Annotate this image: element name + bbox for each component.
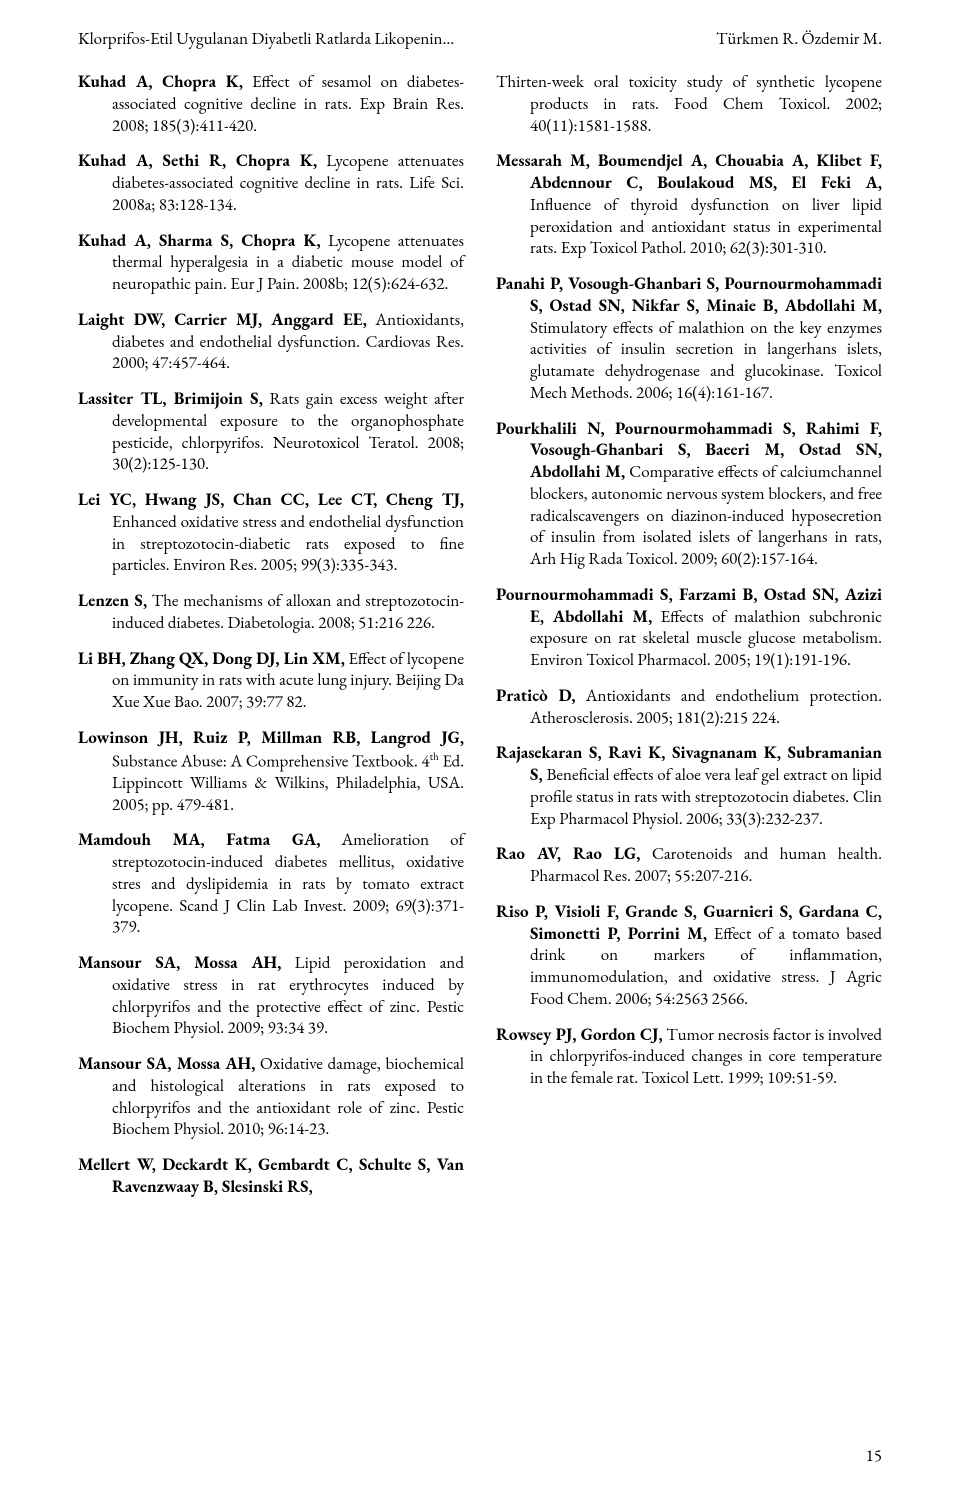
reference-entry: Rao AV, Rao LG, Carotenoids and human he…: [496, 844, 882, 888]
reference-entry: Rowsey PJ, Gordon CJ, Tumor necrosis fac…: [496, 1025, 882, 1090]
reference-entry: Mansour SA, Mossa AH, Oxidative damage, …: [78, 1054, 464, 1141]
reference-text: Thirten-week oral toxicity study of synt…: [496, 71, 882, 137]
reference-entry: Lei YC, Hwang JS, Chan CC, Lee CT, Cheng…: [78, 490, 464, 577]
reference-authors: Lassiter TL, Brimijoin S,: [78, 388, 263, 410]
reference-entry: Thirten-week oral toxicity study of synt…: [496, 72, 882, 137]
reference-entry: Lassiter TL, Brimijoin S, Rats gain exce…: [78, 389, 464, 476]
reference-authors: Mamdouh MA, Fatma GA,: [78, 829, 321, 851]
page-header: Klorprifos-Etil Uygulanan Diyabetli Ratl…: [78, 28, 882, 50]
reference-authors: Praticò D,: [496, 685, 575, 707]
reference-entry: Pournourmohammadi S, Farzami B, Ostad SN…: [496, 585, 882, 672]
reference-entry: Panahi P, Vosough-Ghanbari S, Pournourmo…: [496, 274, 882, 405]
reference-entry: Kuhad A, Chopra K, Effect of sesamol on …: [78, 72, 464, 137]
reference-entry: Kuhad A, Sethi R, Chopra K, Lycopene att…: [78, 151, 464, 216]
reference-authors: Li BH, Zhang QX, Dong DJ, Lin XM,: [78, 648, 345, 670]
reference-authors: Kuhad A, Chopra K,: [78, 71, 243, 93]
page-number: 15: [866, 1445, 882, 1467]
reference-authors: Kuhad A, Sharma S, Chopra K,: [78, 230, 321, 252]
reference-authors: Lowinson JH, Ruiz P, Millman RB, Langrod…: [78, 727, 464, 749]
reference-entry: Laight DW, Carrier MJ, Anggard EE, Antio…: [78, 310, 464, 375]
references-left-column: Kuhad A, Chopra K, Effect of sesamol on …: [78, 72, 464, 1213]
reference-entry: Praticò D, Antioxidants and endothelium …: [496, 686, 882, 730]
reference-authors: Lei YC, Hwang JS, Chan CC, Lee CT, Cheng…: [78, 489, 464, 511]
reference-entry: Lowinson JH, Ruiz P, Millman RB, Langrod…: [78, 728, 464, 817]
header-right: Türkmen R. Özdemir M.: [716, 28, 882, 50]
reference-entry: Rajasekaran S, Ravi K, Sivagnanam K, Sub…: [496, 743, 882, 830]
reference-entry: Mamdouh MA, Fatma GA, Amelioration of st…: [78, 830, 464, 939]
reference-text: Influence of thyroid dysfunction on live…: [530, 194, 882, 260]
reference-entry: Pourkhalili N, Pournourmohammadi S, Rahi…: [496, 419, 882, 571]
reference-entry: Kuhad A, Sharma S, Chopra K, Lycopene at…: [78, 231, 464, 296]
reference-authors: Rao AV, Rao LG,: [496, 843, 640, 865]
reference-entry: Mansour SA, Mossa AH, Lipid peroxidation…: [78, 953, 464, 1040]
reference-entry: Riso P, Visioli F, Grande S, Guarnieri S…: [496, 902, 882, 1011]
reference-authors: Mellert W, Deckardt K, Gembardt C, Schul…: [78, 1154, 464, 1198]
reference-authors: Rowsey PJ, Gordon CJ,: [496, 1024, 663, 1046]
reference-authors: Mansour SA, Mossa AH,: [78, 1053, 255, 1075]
header-left: Klorprifos-Etil Uygulanan Diyabetli Ratl…: [78, 28, 454, 50]
reference-authors: Kuhad A, Sethi R, Chopra K,: [78, 150, 317, 172]
reference-authors: Panahi P, Vosough-Ghanbari S, Pournourmo…: [496, 273, 882, 317]
reference-text: Enhanced oxidative stress and endothelia…: [112, 511, 464, 577]
reference-text: Stimulatory effects of malathion on the …: [530, 317, 882, 404]
reference-text: Beneficial effects of aloe vera leaf gel…: [530, 764, 882, 830]
references-right-column: Thirten-week oral toxicity study of synt…: [496, 72, 882, 1213]
reference-text: Antioxidants and endothelium protection.…: [530, 685, 882, 729]
reference-entry: Mellert W, Deckardt K, Gembardt C, Schul…: [78, 1155, 464, 1199]
superscript: th: [430, 750, 439, 764]
reference-authors: Mansour SA, Mossa AH,: [78, 952, 281, 974]
references-columns: Kuhad A, Chopra K, Effect of sesamol on …: [78, 72, 882, 1213]
reference-text: Substance Abuse: A Comprehensive Textboo…: [112, 750, 430, 772]
reference-entry: Lenzen S, The mechanisms of alloxan and …: [78, 591, 464, 635]
reference-entry: Li BH, Zhang QX, Dong DJ, Lin XM, Effect…: [78, 649, 464, 714]
reference-authors: Laight DW, Carrier MJ, Anggard EE,: [78, 309, 367, 331]
reference-entry: Messarah M, Boumendjel A, Chouabia A, Kl…: [496, 151, 882, 260]
reference-text: The mechanisms of alloxan and streptozot…: [112, 590, 464, 634]
reference-authors: Lenzen S,: [78, 590, 147, 612]
reference-authors: Messarah M, Boumendjel A, Chouabia A, Kl…: [496, 150, 882, 194]
